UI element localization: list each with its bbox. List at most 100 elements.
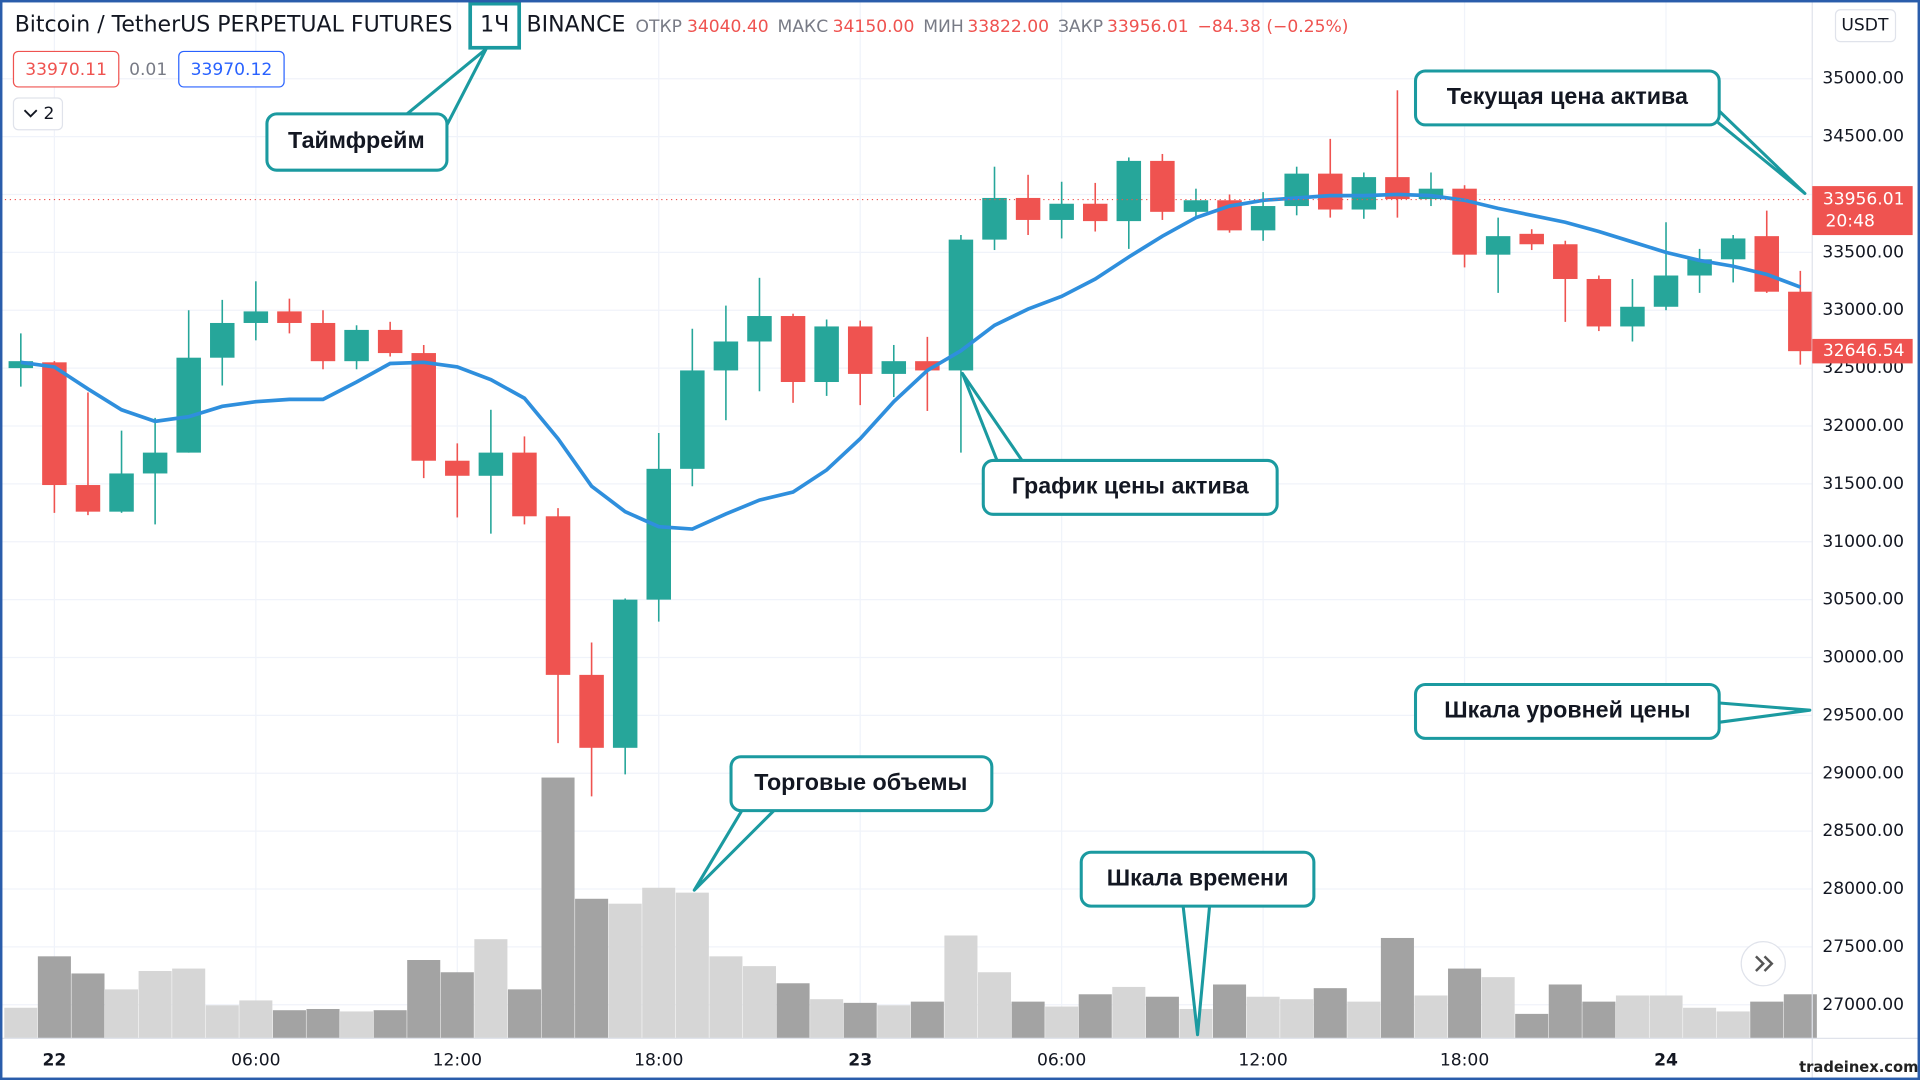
- volume-bar: [373, 1010, 407, 1039]
- candle-body: [747, 316, 772, 342]
- volume-bar: [541, 777, 575, 1039]
- candle-body: [915, 361, 940, 371]
- candle-body: [612, 599, 638, 748]
- callout-text: Торговые объемы: [754, 769, 967, 795]
- callout: Таймфрейм: [265, 47, 488, 172]
- volume-bar: [1548, 984, 1582, 1039]
- candle-body: [512, 452, 537, 517]
- volume-bar: [944, 935, 978, 1039]
- currency[interactable]: USDT: [1841, 16, 1889, 36]
- watermark: tradeinex.com: [1799, 1059, 1918, 1076]
- x-tick-label: 12:00: [433, 1050, 482, 1070]
- candle-body: [881, 361, 907, 374]
- exchange: BINANCE: [527, 13, 626, 38]
- volume-bar: [1313, 988, 1347, 1039]
- volume-bar: [306, 1008, 340, 1039]
- candle-body: [344, 329, 369, 362]
- volume-bar: [172, 968, 206, 1039]
- volume-bar: [1045, 1006, 1079, 1039]
- ohlc-label: ОТКР: [636, 17, 682, 37]
- candle-body: [1754, 236, 1779, 292]
- volume-bar: [1246, 996, 1280, 1039]
- y-tick-label: 32000.00: [1822, 416, 1904, 436]
- volume-bar: [37, 956, 71, 1039]
- candle-body: [1284, 173, 1309, 207]
- volume-bar: [1112, 986, 1146, 1039]
- candle-body: [1015, 197, 1041, 220]
- callout-text: Текущая цена актива: [1447, 83, 1689, 109]
- volume-bar: [340, 1011, 374, 1039]
- last-price-label: 33956.01: [1823, 190, 1905, 210]
- volume-bar: [71, 973, 105, 1039]
- volume-bar: [1582, 1001, 1616, 1039]
- callout: График цены актива: [960, 371, 1279, 516]
- ohlc-label: ЗАКР: [1058, 17, 1103, 37]
- volume-bar: [642, 887, 676, 1039]
- buy-button[interactable]: [178, 50, 285, 88]
- y-tick-label: 31000.00: [1822, 532, 1904, 552]
- candle-body: [1620, 306, 1645, 327]
- callout-pointer: [1181, 903, 1212, 1037]
- y-tick-label: 28000.00: [1822, 879, 1904, 899]
- callout-box: [729, 755, 994, 813]
- current-price-box: [1812, 338, 1913, 364]
- indicators-count[interactable]: 2: [44, 104, 55, 124]
- currency-box[interactable]: [1834, 9, 1897, 43]
- volume-bar: [407, 960, 441, 1039]
- candle-body: [1720, 238, 1746, 260]
- volume-bar: [742, 966, 777, 1039]
- candle-body: [1485, 236, 1511, 255]
- ohlc-label: МИН: [923, 17, 963, 37]
- volume-bar: [105, 989, 139, 1039]
- indicators-toggle[interactable]: [12, 97, 64, 131]
- ohlc-value: 33822.00: [967, 17, 1049, 37]
- candle-body: [982, 197, 1007, 240]
- y-tick-label: 27000.00: [1822, 995, 1904, 1015]
- callout-pointer: [1707, 99, 1807, 195]
- callout-box: [981, 458, 1279, 516]
- y-tick-label: 33500.00: [1822, 242, 1904, 262]
- candle-body: [310, 322, 336, 362]
- candle-body: [545, 516, 571, 675]
- candle-body: [713, 341, 739, 371]
- callout-pointer: [692, 807, 775, 892]
- volume-bar: [709, 956, 743, 1039]
- candle-body: [75, 485, 101, 512]
- volume-bar: [608, 903, 642, 1039]
- timeframe[interactable]: 1Ч: [480, 13, 509, 38]
- ohlc-value: 34040.40: [687, 17, 769, 37]
- x-tick-label: 06:00: [1037, 1050, 1086, 1070]
- candle-body: [1150, 160, 1175, 212]
- y-tick-label: 30500.00: [1822, 590, 1904, 610]
- volume-bar: [1481, 977, 1515, 1039]
- moving-average: [20, 192, 1801, 531]
- candle-body: [847, 326, 873, 374]
- x-tick-label: 12:00: [1238, 1050, 1287, 1070]
- volume-bar: [1078, 994, 1112, 1039]
- callout-text: График цены актива: [1012, 472, 1250, 498]
- volume-bar: [1011, 1001, 1045, 1039]
- candle-body: [42, 362, 67, 486]
- ohlc-value: 34150.00: [833, 17, 915, 37]
- candle-body: [176, 357, 201, 453]
- candle-body: [8, 361, 34, 369]
- volume-bar: [1414, 995, 1448, 1039]
- volume-bar: [1145, 996, 1179, 1039]
- candle-body: [277, 311, 302, 323]
- sell-price[interactable]: 33970.11: [25, 60, 107, 80]
- volume-bar: [474, 939, 508, 1039]
- x-tick-label: 06:00: [231, 1050, 280, 1070]
- callout-box: [1413, 69, 1721, 127]
- volume-bar: [1649, 995, 1683, 1039]
- volume-bar: [138, 971, 172, 1039]
- volume-bar: [1380, 937, 1414, 1039]
- volume-bar: [1515, 1013, 1549, 1039]
- volume-bar: [205, 1005, 239, 1039]
- sell-button[interactable]: [12, 50, 120, 88]
- x-tick-label: 23: [848, 1050, 872, 1070]
- buy-price[interactable]: 33970.12: [191, 60, 273, 80]
- x-tick-label: 18:00: [634, 1050, 683, 1070]
